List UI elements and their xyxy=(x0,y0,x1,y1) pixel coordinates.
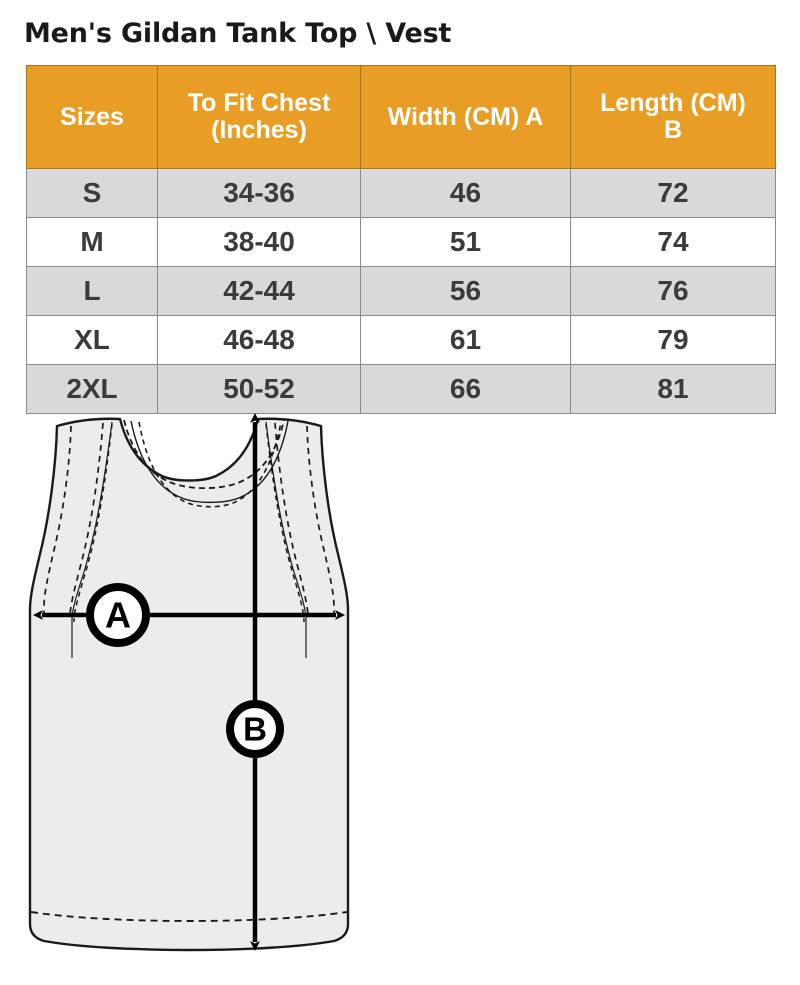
cell-length: 79 xyxy=(570,315,776,365)
cell-chest: 42-44 xyxy=(157,266,361,316)
width-marker-label: A xyxy=(105,595,131,636)
column-header-width: Width (CM) A xyxy=(360,65,571,169)
cell-length: 72 xyxy=(570,168,776,218)
hem-stitch xyxy=(30,911,348,922)
page-title: Men's Gildan Tank Top \ Vest xyxy=(24,18,452,49)
cell-chest: 46-48 xyxy=(157,315,361,365)
cell-length: 74 xyxy=(570,217,776,267)
table-row: M 38-40 51 74 xyxy=(26,217,776,267)
width-measure-arrow-a: A xyxy=(33,583,345,647)
cell-chest: 34-36 xyxy=(157,168,361,218)
cell-size: S xyxy=(26,168,158,218)
cell-width: 61 xyxy=(360,315,571,365)
cell-size: 2XL xyxy=(26,364,158,414)
table-header-row: Sizes To Fit Chest (Inches) Width (CM) A… xyxy=(26,65,776,169)
table-row: L 42-44 56 76 xyxy=(26,266,776,316)
armhole-stitch xyxy=(73,423,305,623)
cell-chest: 50-52 xyxy=(157,364,361,414)
column-header-chest: To Fit Chest (Inches) xyxy=(157,65,361,169)
table-row: S 34-36 46 72 xyxy=(26,168,776,218)
cell-width: 66 xyxy=(360,364,571,414)
right-strap-stitch xyxy=(274,422,335,619)
cell-width: 46 xyxy=(360,168,571,218)
column-header-chest-line1: To Fit Chest xyxy=(187,89,331,117)
column-header-length: Length (CM) B xyxy=(570,65,776,169)
table-row: 2XL 50-52 66 81 xyxy=(26,364,776,414)
cell-width: 51 xyxy=(360,217,571,267)
column-header-length-line1: Length (CM) xyxy=(600,89,746,117)
length-measure-arrow-b: B xyxy=(226,413,284,951)
garment-outline xyxy=(28,417,350,952)
length-marker-label: B xyxy=(243,711,267,748)
table-row: XL 46-48 61 79 xyxy=(26,315,776,365)
size-chart-table: Sizes To Fit Chest (Inches) Width (CM) A… xyxy=(26,65,776,414)
cell-length: 76 xyxy=(570,266,776,316)
tank-top-diagram: A B xyxy=(0,404,800,985)
cell-size: XL xyxy=(26,315,158,365)
column-header-sizes: Sizes xyxy=(26,65,158,169)
cell-chest: 38-40 xyxy=(157,217,361,267)
left-strap-stitch xyxy=(43,422,104,619)
cell-size: M xyxy=(26,217,158,267)
column-header-chest-line2: (Inches) xyxy=(211,116,307,144)
cell-width: 56 xyxy=(360,266,571,316)
cell-length: 81 xyxy=(570,364,776,414)
column-header-length-line2: B xyxy=(663,116,683,144)
cell-size: L xyxy=(26,266,158,316)
collar-stitch xyxy=(123,419,285,508)
